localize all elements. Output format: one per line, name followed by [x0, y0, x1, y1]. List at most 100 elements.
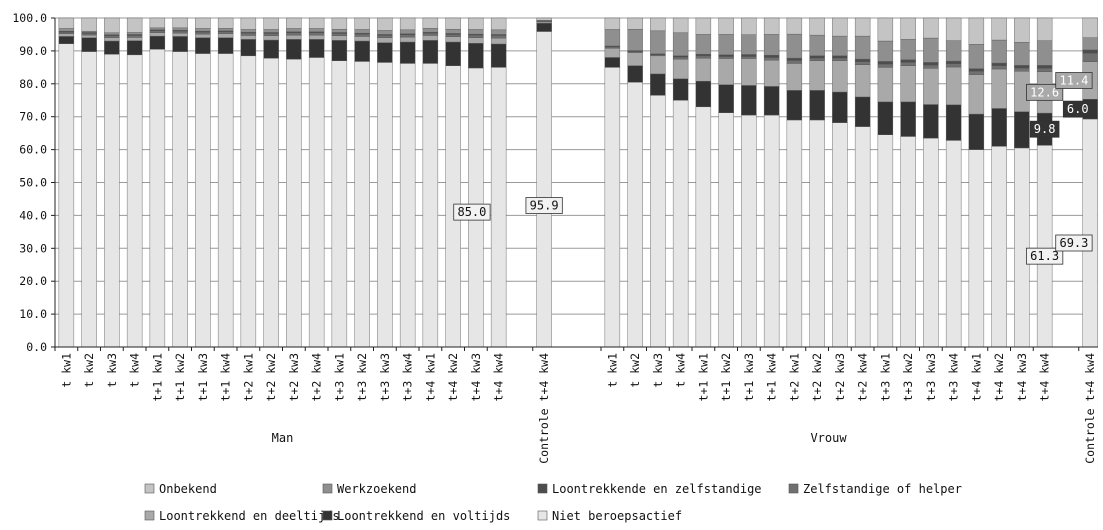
bar-segment: [968, 44, 985, 69]
bar-segment: [195, 37, 211, 54]
bar-segment: [832, 57, 848, 61]
data-label: 11.4: [1059, 74, 1088, 88]
y-tick-label: 0.0: [26, 340, 47, 354]
bar-segment: [377, 62, 393, 348]
bar-segment: [81, 34, 97, 38]
bar-segment: [900, 39, 916, 60]
bar-segment: [763, 34, 780, 56]
data-label-box: [1026, 83, 1064, 101]
bar-segment: [240, 39, 257, 57]
x-tick-label: t kw3: [105, 353, 119, 388]
bar-segment: [877, 101, 894, 135]
bar-segment: [399, 36, 416, 43]
bar-segment: [468, 34, 484, 38]
bar-segment: [991, 39, 1007, 64]
data-labels: 85.0 95.9 61.3 9.8 12.6 69.3 6.0 11.4: [453, 72, 1093, 265]
bar-segment: [763, 17, 780, 35]
bar-segment: [217, 17, 234, 29]
y-tick-label: 100.0: [12, 11, 47, 25]
bar-segment: [240, 32, 257, 36]
bar-segment: [286, 17, 302, 29]
bar-segment: [1036, 65, 1053, 69]
bar-segment: [854, 35, 871, 60]
bar-segment: [286, 32, 302, 36]
bar-segment: [809, 119, 825, 348]
bar-segment: [422, 27, 439, 33]
bar-segment: [945, 17, 962, 41]
bar-segment: [354, 61, 370, 348]
bar-segment: [490, 29, 507, 35]
bar-segment: [172, 36, 188, 52]
bar-segment: [923, 104, 939, 139]
bar-segment: [604, 57, 621, 68]
bar-segment: [650, 73, 666, 96]
bar-segment: [331, 35, 348, 41]
bar-segment: [377, 37, 393, 43]
bar-segment: [399, 41, 416, 64]
data-label-box: [453, 203, 491, 221]
x-tick-label: Controle t+4 kw4: [1083, 353, 1097, 464]
bar-segment: [877, 61, 894, 65]
bar-segment: [240, 35, 257, 40]
bar-segment: [445, 34, 461, 37]
bar-segment: [718, 58, 734, 85]
legend-label: Onbekend: [159, 482, 217, 496]
bar-segment: [172, 32, 188, 37]
bar-segment: [604, 17, 621, 30]
y-tick-label: 80.0: [19, 77, 47, 91]
bar-segment: [991, 17, 1007, 41]
x-tick-label: t+4 kw1: [423, 353, 437, 402]
bar-segment: [536, 17, 552, 21]
bar-segment: [786, 63, 803, 91]
bar-segment: [308, 57, 325, 348]
x-tick-label: t kw1: [605, 353, 619, 388]
data-label-box: [1029, 120, 1060, 138]
bar-segment: [104, 32, 120, 35]
x-tick-label: t+3 kw3: [924, 353, 938, 402]
x-tick-label: t+1 kw4: [219, 353, 233, 402]
bar-segment: [923, 68, 939, 105]
x-tick-label: t+1 kw2: [719, 353, 733, 401]
bar-segment: [809, 57, 825, 61]
bar-segment: [763, 54, 780, 58]
bar-segment: [308, 39, 325, 58]
bar-segment: [832, 60, 848, 93]
bar-segment: [968, 74, 985, 115]
legend-swatch: [144, 510, 155, 521]
legend: Onbekend Werkzoekend Loontrekkende en zelf…: [144, 482, 962, 523]
bar-segment: [263, 33, 279, 36]
bar-segment: [490, 37, 507, 45]
bar-segment: [945, 60, 962, 64]
bar-segment: [968, 113, 985, 150]
x-tick-label: t+4 kw3: [469, 353, 483, 402]
bar-segment: [104, 35, 120, 38]
legend-label: Loontrekkende en zelfstandige: [552, 482, 762, 496]
bar-segment: [923, 137, 939, 348]
legend-swatch: [144, 483, 155, 494]
bar-segment: [809, 60, 825, 91]
bar-segment: [490, 67, 507, 348]
bars: [58, 17, 1098, 348]
bar-segment: [331, 28, 348, 33]
bar-segment: [900, 65, 916, 103]
bar-segment: [718, 56, 734, 59]
bar-segment: [786, 57, 803, 61]
bar-segment: [923, 37, 939, 63]
bar-segment: [900, 101, 916, 137]
bar-segment: [1036, 40, 1053, 66]
bar-segment: [399, 63, 416, 348]
bar-segment: [968, 71, 985, 75]
x-tick-label: t+1 kw4: [765, 353, 779, 402]
bar-segment: [900, 17, 916, 40]
bar-segment: [217, 27, 234, 32]
bar-segment: [377, 42, 393, 63]
x-tick-label: t kw3: [651, 353, 665, 388]
bar-segment: [900, 136, 916, 348]
legend-label: Loontrekkend en deeltijds: [159, 509, 340, 523]
bar-segment: [172, 51, 188, 348]
bar-segment: [1014, 17, 1030, 43]
bar-segment: [1014, 147, 1030, 348]
bar-segment: [331, 17, 348, 30]
bar-segment: [81, 33, 97, 36]
bar-segment: [58, 43, 75, 348]
